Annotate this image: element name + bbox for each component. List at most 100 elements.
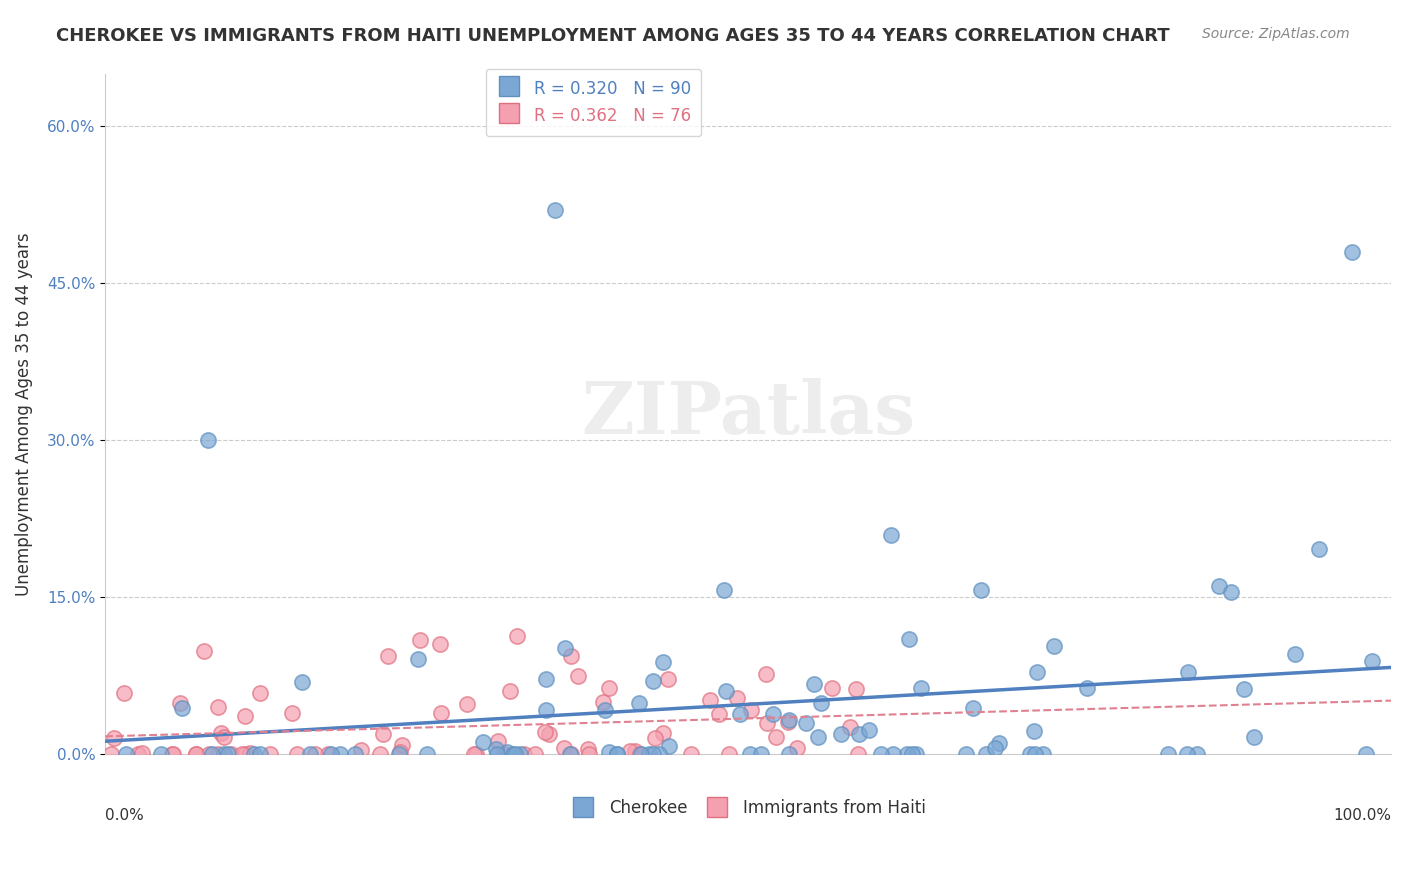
Point (716, 684, 738, 698)
Point (658, 739, 681, 753)
Point (485, 747, 508, 761)
Point (329, 747, 352, 761)
Point (343, 747, 366, 761)
Point (628, 747, 651, 761)
Point (463, 747, 485, 761)
Point (513, 747, 536, 761)
Point (430, 706, 453, 720)
Point (1032, 747, 1054, 761)
Point (304, 747, 326, 761)
Point (217, 747, 239, 761)
Text: 0.0%: 0.0% (105, 808, 143, 823)
Point (717, 747, 740, 761)
Point (839, 720, 862, 734)
Point (1243, 730, 1265, 744)
Point (845, 682, 868, 697)
Point (281, 706, 304, 720)
Point (897, 632, 920, 647)
Point (778, 747, 800, 761)
Point (207, 747, 229, 761)
Point (592, 695, 614, 709)
Point (869, 747, 891, 761)
Point (291, 675, 314, 690)
Point (755, 667, 778, 681)
Point (652, 726, 675, 740)
Point (231, 747, 253, 761)
Point (553, 741, 575, 756)
Point (534, 724, 557, 739)
Point (606, 747, 628, 761)
Point (882, 747, 904, 761)
Point (316, 747, 339, 761)
Point (794, 716, 817, 731)
Point (984, 740, 1007, 755)
Point (538, 727, 561, 741)
Point (209, 726, 232, 740)
Point (560, 747, 582, 761)
Point (219, 747, 242, 761)
Point (821, 681, 844, 695)
Point (1177, 747, 1199, 761)
Point (728, 707, 751, 722)
Point (900, 747, 922, 761)
Point (1025, 665, 1047, 680)
Point (699, 692, 721, 706)
Text: 100.0%: 100.0% (1333, 808, 1391, 823)
Point (858, 723, 880, 737)
Point (627, 697, 650, 711)
Point (970, 583, 993, 598)
Point (495, 745, 517, 759)
Point (554, 641, 576, 656)
Point (186, 747, 208, 761)
Point (388, 745, 411, 759)
Point (464, 747, 486, 761)
Point (112, 686, 135, 700)
Point (630, 747, 652, 761)
Text: ZIPatlas: ZIPatlas (581, 378, 915, 450)
Point (644, 731, 666, 746)
Point (803, 677, 825, 691)
Point (502, 747, 524, 761)
Point (778, 714, 800, 729)
Point (955, 747, 977, 761)
Point (523, 747, 546, 761)
Point (536, 673, 558, 687)
Point (212, 747, 235, 761)
Point (249, 686, 271, 700)
Point (778, 713, 800, 727)
Point (567, 669, 589, 683)
Point (1232, 681, 1254, 696)
Point (169, 696, 191, 710)
Point (751, 747, 773, 761)
Point (593, 703, 616, 717)
Point (485, 742, 508, 756)
Point (1019, 747, 1042, 761)
Point (643, 747, 665, 761)
Point (184, 747, 207, 761)
Point (598, 681, 620, 696)
Point (679, 747, 702, 761)
Point (1208, 579, 1230, 593)
Point (1157, 747, 1180, 761)
Point (207, 700, 229, 714)
Point (259, 747, 281, 761)
Point (657, 672, 679, 686)
Point (388, 747, 411, 761)
Point (638, 747, 661, 761)
Point (830, 727, 852, 741)
Point (651, 655, 673, 669)
Point (233, 747, 256, 761)
Point (499, 684, 522, 698)
Point (377, 648, 399, 663)
Point (368, 747, 391, 761)
Point (100, 747, 122, 761)
Point (1024, 747, 1046, 761)
Point (506, 629, 529, 643)
Point (740, 703, 762, 717)
Point (238, 746, 260, 760)
Point (810, 696, 832, 710)
Point (285, 747, 308, 761)
Point (233, 709, 256, 723)
Point (1043, 639, 1066, 653)
Point (578, 747, 600, 761)
